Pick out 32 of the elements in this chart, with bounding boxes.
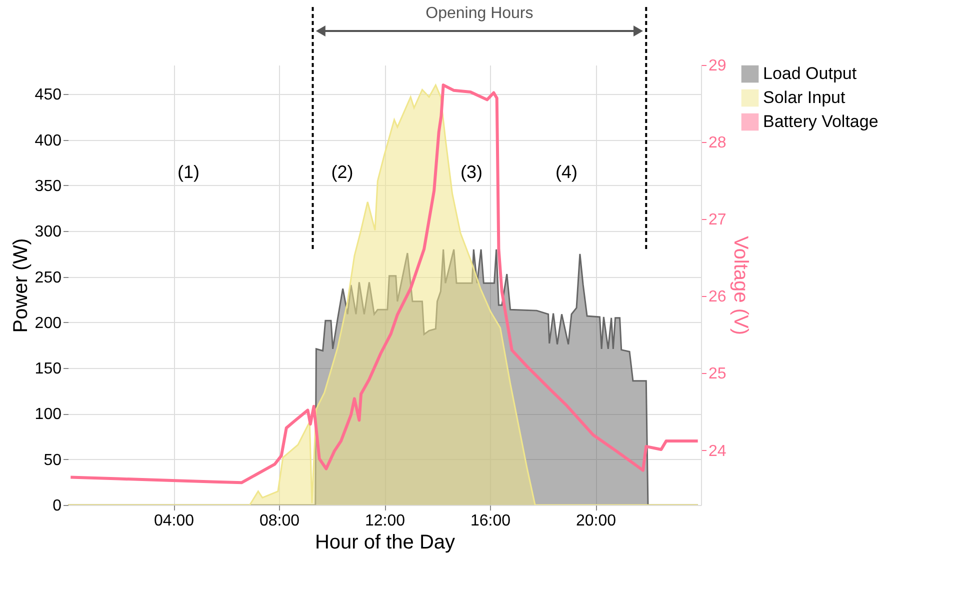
y-tick-label: 150 <box>34 360 62 378</box>
annotation: (4) <box>555 162 578 182</box>
y-tick-label: 350 <box>34 178 62 195</box>
x-tick-label: 12:00 <box>364 512 406 530</box>
x-tick-label: 04:00 <box>154 512 194 530</box>
annotation: (1) <box>178 162 200 182</box>
y-tick-label: 450 <box>34 86 62 104</box>
y-tick-label: 400 <box>34 132 62 150</box>
x-tick-label: 16:00 <box>470 512 511 530</box>
y2-tick-label: 27 <box>708 212 726 229</box>
y-axis-title: Power (W) <box>10 238 32 333</box>
y2-tick-label: 28 <box>708 134 726 152</box>
y-tick-label: 200 <box>34 314 62 332</box>
legend-label: Load Output <box>763 64 857 83</box>
legend-label: Battery Voltage <box>763 112 878 131</box>
y2-tick-label: 24 <box>708 442 726 460</box>
y2-tick-label: 26 <box>708 288 726 306</box>
x-tick-label: 20:00 <box>576 512 616 530</box>
annotation: (2) <box>331 162 354 182</box>
y2-tick-label: 25 <box>708 366 726 383</box>
y-tick-label: 50 <box>44 452 62 469</box>
legend-label: Solar Input <box>763 88 846 107</box>
y2-tick-label: 29 <box>708 58 726 74</box>
x-axis-title: Hour of the Day <box>314 532 456 554</box>
y2-axis-title: Voltage (V) <box>729 236 752 335</box>
text: Opening Hours <box>426 5 534 22</box>
y-tick-label: 100 <box>34 406 62 424</box>
y-tick-label: 250 <box>34 269 62 286</box>
annotation: (3) <box>460 162 483 182</box>
y-tick-label: 0 <box>52 498 62 514</box>
x-tick-label: 08:00 <box>259 512 300 530</box>
y-tick-label: 300 <box>34 224 62 241</box>
